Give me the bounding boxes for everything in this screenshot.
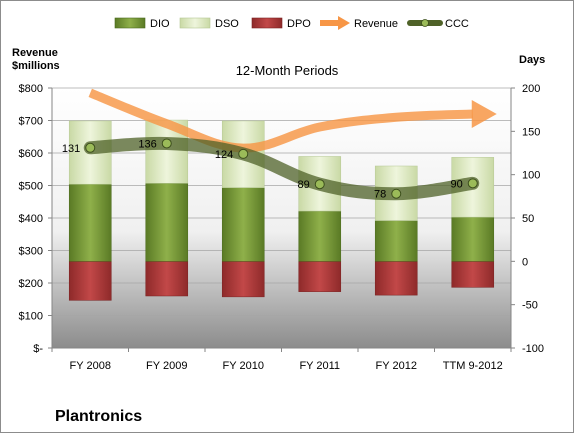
bar-dpo xyxy=(221,261,265,298)
ccc-point xyxy=(314,179,325,190)
left-tick-label: $300 xyxy=(19,246,43,258)
left-tick-label: $500 xyxy=(19,181,43,193)
ccc-data-label: 124 xyxy=(215,149,233,161)
legend-swatch-arrowhead xyxy=(338,16,350,30)
ccc-point xyxy=(85,142,96,153)
category-tick-label: FY 2012 xyxy=(376,360,417,372)
category-axis-ticks: FY 2008 FY 2009 FY 2010 FY 2011 FY 2012 TTM 9… xyxy=(51,348,512,372)
ccc-data-label: 136 xyxy=(138,138,156,150)
chart-subtitle: 12-Month Periods xyxy=(236,63,339,78)
left-tick-label: $700 xyxy=(19,116,43,128)
ccc-point xyxy=(238,148,249,159)
right-tick-label: 200 xyxy=(522,83,540,95)
bar-dpo xyxy=(451,261,495,288)
company-name: Plantronics xyxy=(55,408,142,425)
left-axis-title-line-2: $millions xyxy=(12,60,60,72)
ccc-data-label: 131 xyxy=(62,143,80,155)
bar-dio xyxy=(298,210,342,262)
category-tick-label: FY 2009 xyxy=(146,360,187,372)
ccc-point xyxy=(391,188,402,199)
bar-dpo xyxy=(298,261,342,292)
legend-label: CCC xyxy=(445,18,469,30)
bar-dpo xyxy=(374,261,418,296)
category-tick-label: FY 2011 xyxy=(299,360,340,372)
bar-dio xyxy=(221,187,265,262)
line-revenue xyxy=(88,88,473,153)
bar-dio xyxy=(374,220,418,262)
right-tick-label: 100 xyxy=(522,170,540,182)
ccc-data-label: 78 xyxy=(374,189,386,201)
category-tick-label: FY 2010 xyxy=(223,360,264,372)
legend-label: DSO xyxy=(215,18,239,30)
left-tick-label: $800 xyxy=(19,83,43,95)
revenue-arrowhead xyxy=(471,100,497,128)
right-axis-ticks: -100 -50 0 50 100 150 200 xyxy=(511,83,544,355)
bar-dio xyxy=(145,183,189,262)
category-tick-label: FY 2008 xyxy=(70,360,111,372)
right-tick-label: -100 xyxy=(522,343,544,355)
bar-dpo xyxy=(68,261,112,301)
ccc-point xyxy=(161,138,172,149)
left-tick-label: $- xyxy=(33,343,43,355)
legend-swatch xyxy=(179,17,211,29)
right-tick-label: 150 xyxy=(522,126,540,138)
line-ccc xyxy=(83,136,480,201)
left-tick-label: $200 xyxy=(19,278,43,290)
left-tick-label: $100 xyxy=(19,311,43,323)
right-tick-label: -50 xyxy=(522,300,538,312)
ccc-data-label: 90 xyxy=(451,178,463,190)
ccc-data-label: 89 xyxy=(298,179,310,191)
legend: DIO DSO DPO Revenue CCC xyxy=(114,16,469,30)
left-axis-ticks: $- $100 $200 $300 $400 $500 $600 $700 $800 xyxy=(19,83,511,355)
legend-label: DIO xyxy=(150,18,170,30)
category-tick-label: TTM 9-2012 xyxy=(443,360,503,372)
bar-dio xyxy=(68,183,112,262)
legend-swatch xyxy=(251,17,283,29)
legend-swatch xyxy=(114,17,146,29)
bar-dpo xyxy=(145,261,189,297)
legend-label: Revenue xyxy=(354,18,398,30)
left-axis-title-line-1: Revenue xyxy=(12,47,58,59)
left-tick-label: $400 xyxy=(19,213,43,225)
legend-label: DPO xyxy=(287,18,311,30)
left-tick-label: $600 xyxy=(19,148,43,160)
bar-dio xyxy=(451,216,495,262)
right-tick-label: 50 xyxy=(522,213,534,225)
line-series: 131 136 124 89 78 90 xyxy=(62,88,497,201)
ccc-point xyxy=(467,178,478,189)
legend-swatch-marker xyxy=(421,19,429,27)
right-tick-label: 0 xyxy=(522,256,528,268)
right-axis-title: Days xyxy=(519,54,545,66)
